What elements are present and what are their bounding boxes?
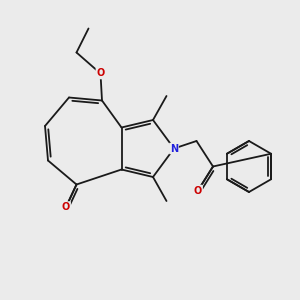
Text: N: N <box>170 143 178 154</box>
Text: O: O <box>62 202 70 212</box>
Text: O: O <box>194 185 202 196</box>
Text: O: O <box>96 68 105 79</box>
